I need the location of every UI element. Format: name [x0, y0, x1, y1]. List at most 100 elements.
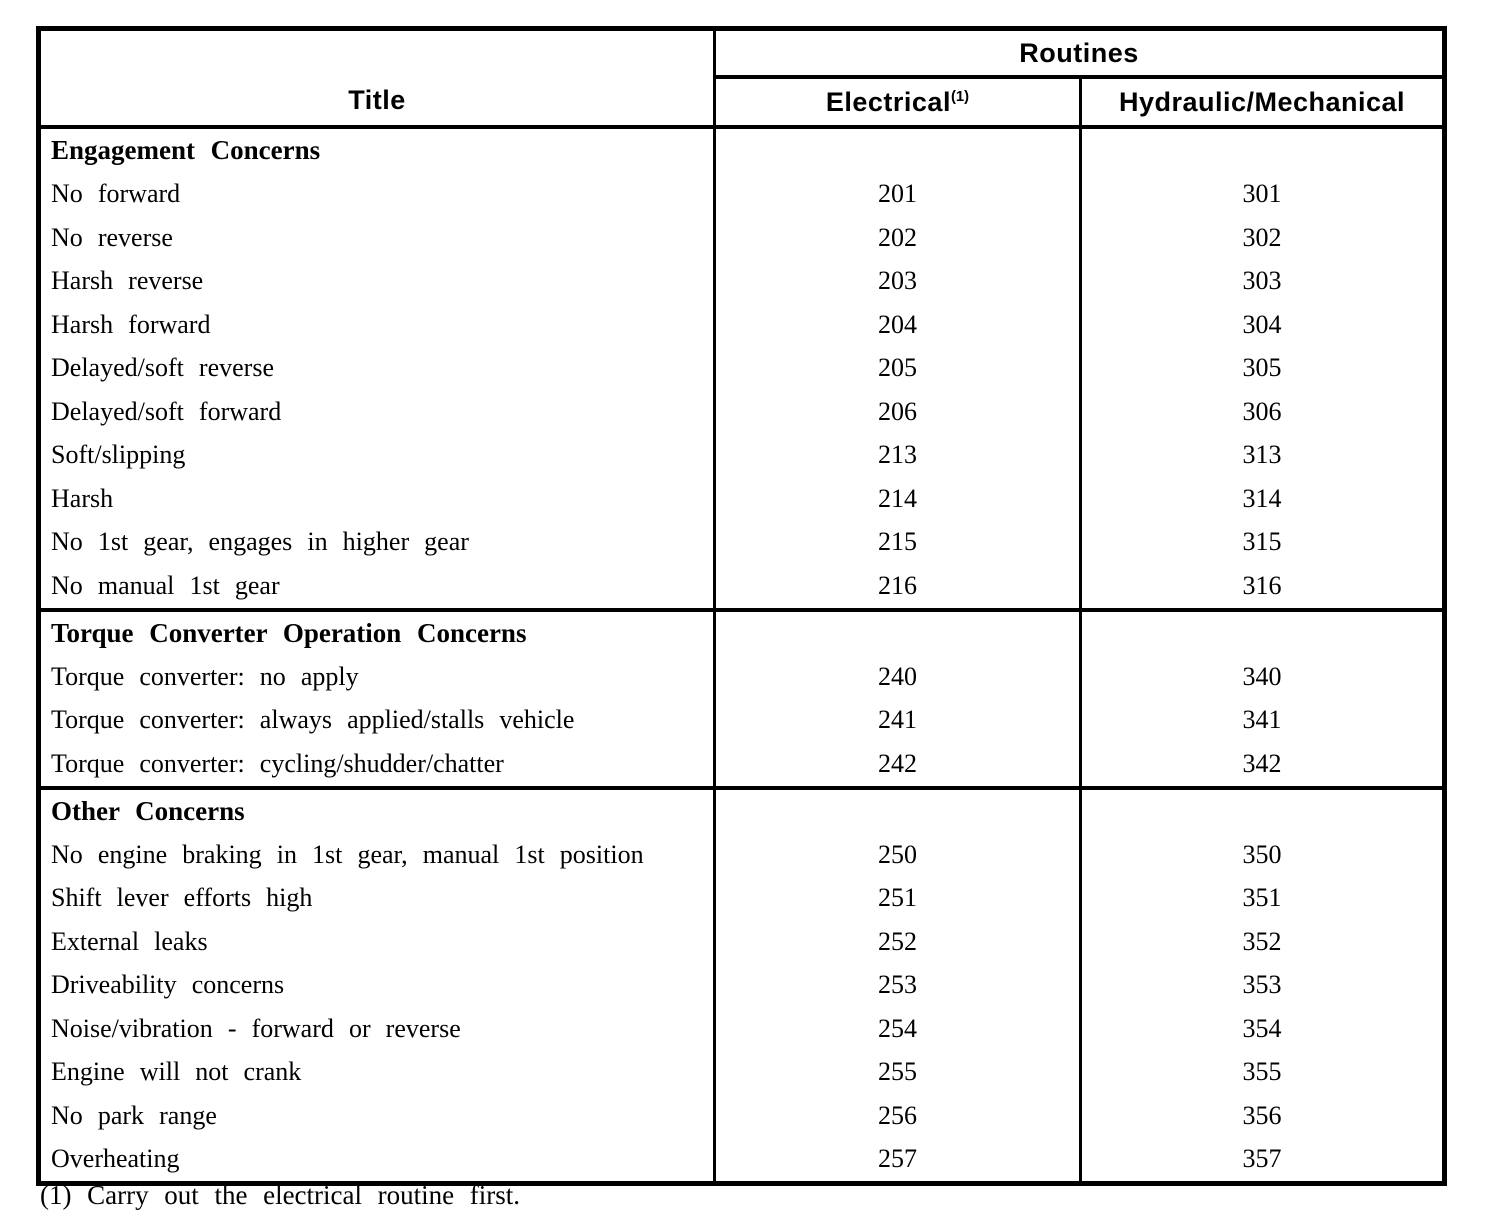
- table-row: No forward 201 301: [38, 172, 1445, 216]
- hydraulic-routine-number: 351: [1242, 883, 1282, 913]
- electrical-routine-number: 250: [714, 833, 1082, 877]
- electrical-routine-number: 203: [714, 259, 1082, 303]
- concern-title-cell: Harsh reverse: [38, 259, 716, 303]
- section-hydraulic-empty-cell: [1080, 607, 1445, 655]
- concern-title-cell: No park range: [38, 1094, 716, 1138]
- table-row: Overheating 257 357: [38, 1137, 1445, 1184]
- electrical-routine-number: 204: [714, 303, 1082, 347]
- hydraulic-routine-number: 303: [1242, 266, 1282, 296]
- routines-group-header: Routines: [714, 28, 1445, 79]
- concern-title-cell: Noise/vibration - forward or reverse: [38, 1007, 716, 1051]
- table-row: No 1st gear, engages in higher gear 215 31…: [38, 520, 1445, 564]
- table-row: Torque converter: no apply 240 340: [38, 655, 1445, 699]
- table-row: Delayed/soft forward 206 306: [38, 390, 1445, 434]
- electrical-routine-number: 251: [714, 876, 1082, 920]
- electrical-routine-number: 216: [714, 564, 1082, 610]
- table-row: No park range 256 356: [38, 1094, 1445, 1138]
- table-header: Title Routines Electrical(1) Hydraulic/M…: [38, 28, 1445, 129]
- electrical-routine-number: 242: [714, 742, 1082, 788]
- concern-title-cell: Torque converter: always applied/stalls …: [38, 698, 716, 742]
- section-header-row: Engagement Concerns: [38, 125, 1445, 173]
- table-row: Harsh reverse 203 303: [38, 259, 1445, 303]
- electrical-routine-number: 241: [714, 698, 1082, 742]
- section-hydraulic-empty-cell: [1080, 125, 1445, 173]
- electrical-routine-number: 213: [714, 433, 1082, 477]
- electrical-routine-number: 252: [714, 920, 1082, 964]
- table-row: Soft/slipping 213 313: [38, 433, 1445, 477]
- concern-title-cell: Delayed/soft forward: [38, 390, 716, 434]
- concern-title-cell: No 1st gear, engages in higher gear: [38, 520, 716, 564]
- section-title: Engagement Concerns: [38, 125, 716, 173]
- hydraulic-routine-number: 301: [1242, 179, 1282, 209]
- concern-title-cell: Driveability concerns: [38, 963, 716, 1007]
- table-row: Driveability concerns 253 353: [38, 963, 1445, 1007]
- title-column-header: Title: [38, 28, 716, 127]
- header-row-subcolumns: Electrical(1) Hydraulic/Mechanical: [39, 77, 1445, 129]
- table-row: Torque converter: always applied/stalls …: [38, 698, 1445, 742]
- hydraulic-routine-number: 342: [1242, 748, 1282, 778]
- table-row: Shift lever efforts high 251 351: [38, 876, 1445, 920]
- hydraulic-routine-number: 340: [1242, 661, 1282, 691]
- hydraulic-routine-number: 355: [1242, 1057, 1282, 1087]
- table-row: No engine braking in 1st gear, manual 1s…: [38, 833, 1445, 877]
- concern-title-cell: Overheating: [38, 1137, 716, 1184]
- table-row: Harsh 214 314: [38, 477, 1445, 521]
- table-row: Harsh forward 204 304: [38, 303, 1445, 347]
- hydraulic-routine-number: 305: [1242, 353, 1282, 383]
- header-row-routines: Title Routines: [38, 28, 1445, 127]
- hydraulic-routine-number: 314: [1242, 483, 1282, 513]
- electrical-routine-number: 206: [714, 390, 1082, 434]
- concern-title-cell: Delayed/soft reverse: [38, 346, 716, 390]
- section-electrical-empty-cell: [714, 607, 1082, 655]
- hydraulic-routine-number: 304: [1242, 309, 1282, 339]
- section-header-row: Torque Converter Operation Concerns: [38, 607, 1445, 655]
- concern-title-cell: No engine braking in 1st gear, manual 1s…: [38, 833, 716, 877]
- electrical-routine-number: 215: [714, 520, 1082, 564]
- concern-title-cell: Harsh forward: [38, 303, 716, 347]
- electrical-column-label: Electrical: [825, 86, 951, 117]
- section-title: Other Concerns: [38, 785, 716, 833]
- footnote-text: (1) Carry out the electrical routine fir…: [40, 1180, 521, 1210]
- electrical-routine-number: 205: [714, 346, 1082, 390]
- electrical-routine-number: 256: [714, 1094, 1082, 1138]
- section-electrical-empty-cell: [714, 785, 1082, 833]
- electrical-routine-number: 240: [714, 655, 1082, 699]
- electrical-column-header: Electrical(1): [714, 77, 1082, 129]
- table-row: Engine will not crank 255 355: [38, 1050, 1445, 1094]
- table-row: No manual 1st gear 216 316: [38, 564, 1445, 610]
- concern-title-cell: Soft/slipping: [38, 433, 716, 477]
- concern-title-cell: No manual 1st gear: [38, 564, 716, 610]
- hydraulic-routine-number: 341: [1242, 705, 1282, 735]
- table-row: Noise/vibration - forward or reverse 254 3…: [38, 1007, 1445, 1051]
- concern-title-cell: No forward: [38, 172, 716, 216]
- hydraulic-routine-number: 350: [1242, 839, 1282, 869]
- footnote-marker: (1): [950, 88, 970, 105]
- hydraulic-routine-number: 313: [1242, 440, 1282, 470]
- concern-title-cell: Harsh: [38, 477, 716, 521]
- hydraulic-routine-number: 316: [1242, 570, 1282, 600]
- concern-title-cell: External leaks: [38, 920, 716, 964]
- table-row: External leaks 252 352: [38, 920, 1445, 964]
- concern-title-cell: Torque converter: cycling/shudder/chatte…: [38, 742, 716, 788]
- electrical-routine-number: 257: [714, 1137, 1082, 1184]
- section-electrical-empty-cell: [714, 125, 1082, 173]
- hydraulic-routine-number: 306: [1242, 396, 1282, 426]
- hydraulic-routine-number: 356: [1242, 1100, 1282, 1130]
- electrical-routine-number: 214: [714, 477, 1082, 521]
- hydraulic-routine-number: 353: [1242, 970, 1282, 1000]
- electrical-routine-number: 201: [714, 172, 1082, 216]
- table-row: No reverse 202 302: [38, 216, 1445, 260]
- table-body: Engagement Concerns No forward 201 301 No re…: [38, 125, 1445, 1184]
- electrical-routine-number: 253: [714, 963, 1082, 1007]
- concern-title-cell: No reverse: [38, 216, 716, 260]
- hydraulic-routine-number: 357: [1242, 1144, 1282, 1174]
- routines-table: Title Routines Electrical(1) Hydraulic/M…: [36, 26, 1448, 1186]
- concern-title-cell: Shift lever efforts high: [38, 876, 716, 920]
- electrical-routine-number: 202: [714, 216, 1082, 260]
- section-hydraulic-empty-cell: [1080, 785, 1445, 833]
- section-header-row: Other Concerns: [38, 785, 1445, 833]
- table-row: Delayed/soft reverse 205 305: [38, 346, 1445, 390]
- hydraulic-routine-number: 352: [1242, 926, 1282, 956]
- table-row: Torque converter: cycling/shudder/chatte…: [38, 742, 1445, 788]
- electrical-routine-number: 254: [714, 1007, 1082, 1051]
